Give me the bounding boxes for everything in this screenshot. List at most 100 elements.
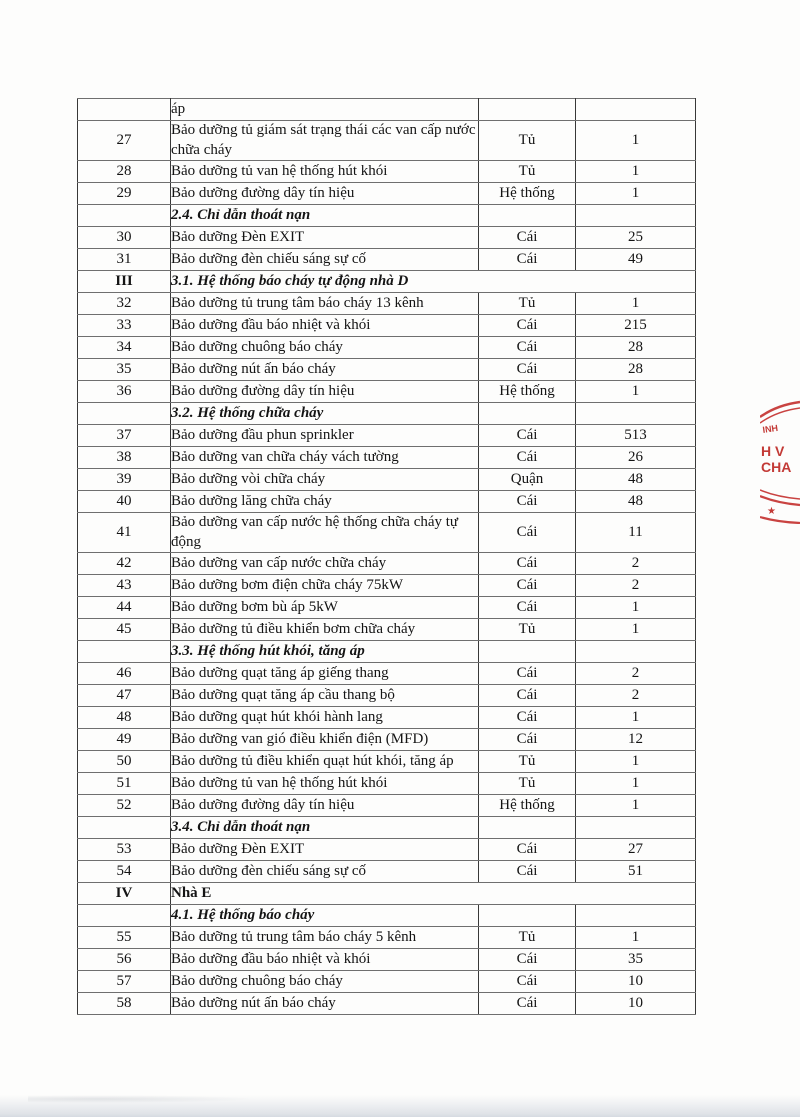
cell-number: 31 bbox=[77, 248, 171, 271]
cell-quantity: 1 bbox=[575, 794, 696, 817]
cell-number: 50 bbox=[77, 750, 171, 773]
stamp-inner-arc-bottom bbox=[760, 489, 800, 500]
table-row: 3.4. Chỉ dẫn thoát nạn bbox=[77, 816, 696, 839]
cell-unit: Cái bbox=[478, 970, 576, 993]
cell-description: Bảo dưỡng quạt tăng áp giếng thang bbox=[170, 662, 479, 685]
cell-number: 32 bbox=[77, 292, 171, 315]
cell-description: Bảo dưỡng đèn chiếu sáng sự cố bbox=[170, 248, 479, 271]
cell-unit: Tủ bbox=[478, 750, 576, 773]
cell-number bbox=[77, 640, 171, 663]
cell-description: Bảo dưỡng bơm bù áp 5kW bbox=[170, 596, 479, 619]
cell-description: Nhà E bbox=[170, 882, 696, 905]
cell-unit bbox=[478, 640, 576, 663]
table-row: 28 Bảo dưỡng tủ van hệ thống hút khói Tủ 1 bbox=[77, 160, 696, 183]
cell-quantity: 1 bbox=[575, 380, 696, 403]
maintenance-table-body: áp 27 Bảo dưỡng tủ giám sát trạng thái các… bbox=[77, 98, 696, 1015]
cell-unit: Cái bbox=[478, 424, 576, 447]
cell-quantity: 2 bbox=[575, 662, 696, 685]
cell-unit: Cái bbox=[478, 838, 576, 861]
cell-number bbox=[77, 204, 171, 227]
cell-number: 28 bbox=[77, 160, 171, 183]
cell-number: 57 bbox=[77, 970, 171, 993]
cell-quantity: 1 bbox=[575, 120, 696, 161]
cell-description: 4.1. Hệ thống báo cháy bbox=[170, 904, 479, 927]
cell-number: 34 bbox=[77, 336, 171, 359]
cell-description: Bảo dưỡng nút ấn báo cháy bbox=[170, 992, 479, 1015]
cell-description: Bảo dưỡng Đèn EXIT bbox=[170, 838, 479, 861]
cell-quantity: 11 bbox=[575, 512, 696, 553]
table-row: III 3.1. Hệ thống báo cháy tự động nhà D bbox=[77, 270, 696, 293]
red-seal-stamp: INH H V CHA ★ bbox=[760, 396, 800, 524]
cell-unit bbox=[478, 816, 576, 839]
cell-quantity: 513 bbox=[575, 424, 696, 447]
cell-number: 29 bbox=[77, 182, 171, 205]
cell-description: 2.4. Chỉ dẫn thoát nạn bbox=[170, 204, 479, 227]
cell-description: Bảo dưỡng Đèn EXIT bbox=[170, 226, 479, 249]
cell-description: 3.2. Hệ thống chữa cháy bbox=[170, 402, 479, 425]
cell-unit: Cái bbox=[478, 336, 576, 359]
table-row: 57 Bảo dưỡng chuông báo cháy Cái 10 bbox=[77, 970, 696, 993]
cell-quantity: 28 bbox=[575, 336, 696, 359]
cell-number: 52 bbox=[77, 794, 171, 817]
cell-description: Bảo dưỡng tủ van hệ thống hút khói bbox=[170, 160, 479, 183]
cell-quantity: 2 bbox=[575, 552, 696, 575]
table-row: 48 Bảo dưỡng quạt hút khói hành lang Cái 1 bbox=[77, 706, 696, 729]
cell-quantity: 1 bbox=[575, 182, 696, 205]
table-row: 55 Bảo dưỡng tủ trung tâm báo cháy 5 kênh… bbox=[77, 926, 696, 949]
cell-number: 46 bbox=[77, 662, 171, 685]
cell-description: Bảo dưỡng tủ trung tâm báo cháy 13 kênh bbox=[170, 292, 479, 315]
cell-number: 53 bbox=[77, 838, 171, 861]
stamp-outer-arc-bottom bbox=[760, 494, 800, 507]
table-row: 41 Bảo dưỡng van cấp nước hệ thống chữa c… bbox=[77, 512, 696, 553]
cell-number: 44 bbox=[77, 596, 171, 619]
stamp-text-line1: H V bbox=[761, 443, 785, 459]
cell-description: áp bbox=[170, 98, 479, 121]
table-row: 31 Bảo dưỡng đèn chiếu sáng sự cố Cái 49 bbox=[77, 248, 696, 271]
table-row: 27 Bảo dưỡng tủ giám sát trạng thái các v… bbox=[77, 120, 696, 161]
cell-number: 39 bbox=[77, 468, 171, 491]
cell-number: 37 bbox=[77, 424, 171, 447]
table-row: 47 Bảo dưỡng quạt tăng áp cầu thang bộ Cái… bbox=[77, 684, 696, 707]
cell-unit bbox=[478, 402, 576, 425]
table-row: 42 Bảo dưỡng van cấp nước chữa cháy Cái 2 bbox=[77, 552, 696, 575]
cell-number: III bbox=[77, 270, 171, 293]
stamp-star-icon: ★ bbox=[767, 506, 776, 517]
cell-number: 33 bbox=[77, 314, 171, 337]
cell-quantity bbox=[575, 402, 696, 425]
cell-number: 42 bbox=[77, 552, 171, 575]
table-row: 29 Bảo dưỡng đường dây tín hiệu Hệ thống 1 bbox=[77, 182, 696, 205]
table-row: 3.2. Hệ thống chữa cháy bbox=[77, 402, 696, 425]
cell-unit bbox=[478, 904, 576, 927]
cell-quantity: 1 bbox=[575, 772, 696, 795]
scan-edge-shadow bbox=[0, 1095, 800, 1117]
cell-description: Bảo dưỡng đường dây tín hiệu bbox=[170, 182, 479, 205]
cell-number: 47 bbox=[77, 684, 171, 707]
cell-quantity: 1 bbox=[575, 706, 696, 729]
cell-unit: Tủ bbox=[478, 120, 576, 161]
cell-number: 49 bbox=[77, 728, 171, 751]
cell-description: Bảo dưỡng đầu phun sprinkler bbox=[170, 424, 479, 447]
cell-unit: Hệ thống bbox=[478, 794, 576, 817]
table-row: 39 Bảo dưỡng vòi chữa cháy Quận 48 bbox=[77, 468, 696, 491]
cell-description: Bảo dưỡng nút ấn báo cháy bbox=[170, 358, 479, 381]
cell-quantity: 35 bbox=[575, 948, 696, 971]
cell-unit: Cái bbox=[478, 490, 576, 513]
cell-number: 36 bbox=[77, 380, 171, 403]
cell-description: Bảo dưỡng van cấp nước hệ thống chữa chá… bbox=[170, 512, 479, 553]
cell-description: 3.1. Hệ thống báo cháy tự động nhà D bbox=[170, 270, 696, 293]
cell-quantity: 10 bbox=[575, 970, 696, 993]
cell-unit: Cái bbox=[478, 948, 576, 971]
cell-unit bbox=[478, 98, 576, 121]
cell-quantity: 1 bbox=[575, 292, 696, 315]
table-row: 43 Bảo dưỡng bơm điện chữa cháy 75kW Cái 2 bbox=[77, 574, 696, 597]
cell-unit: Cái bbox=[478, 446, 576, 469]
stamp-inner-arc-top bbox=[760, 407, 800, 424]
cell-unit: Cái bbox=[478, 358, 576, 381]
cell-quantity: 25 bbox=[575, 226, 696, 249]
table-row: 56 Bảo dưỡng đầu báo nhiệt và khói Cái 35 bbox=[77, 948, 696, 971]
cell-number: IV bbox=[77, 882, 171, 905]
cell-unit: Hệ thống bbox=[478, 182, 576, 205]
cell-quantity: 1 bbox=[575, 926, 696, 949]
cell-quantity bbox=[575, 204, 696, 227]
table-row: 35 Bảo dưỡng nút ấn báo cháy Cái 28 bbox=[77, 358, 696, 381]
